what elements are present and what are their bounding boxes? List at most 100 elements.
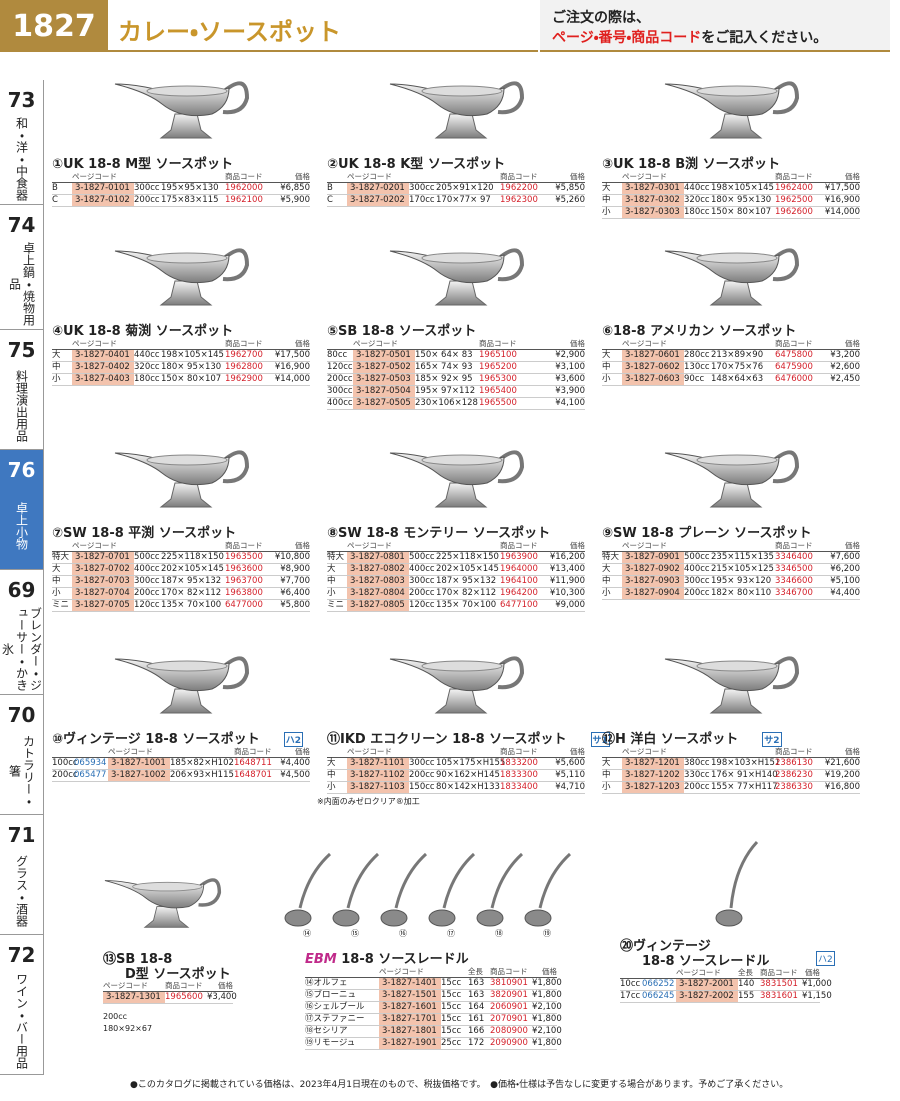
cell-page-code: 3-1827-1201: [622, 758, 684, 769]
tab-label: 料理演出用品: [14, 370, 29, 442]
table-header: ページコード 商品コード 価格: [327, 540, 585, 552]
header-spacer: [684, 171, 711, 182]
cell-price: ¥11,900: [549, 576, 585, 586]
cell-page-code: 3-1827-0504: [353, 386, 415, 397]
foot: [709, 688, 763, 714]
price-table: ページコード 商品コード 価格 B 3-1827-0201 300cc 205×91×120…: [327, 171, 585, 207]
cell-label: ⑯シェルブール: [305, 1002, 365, 1012]
foot: [143, 906, 190, 928]
table-row: 小 3-1827-0804 200cc 170× 82×112 1964200 ¥10,3…: [327, 588, 585, 600]
cell-price: ¥1,150: [802, 991, 832, 1001]
column-header: 価格: [805, 968, 820, 977]
product-image: [114, 656, 250, 714]
cell-label: 300cc: [327, 386, 353, 396]
column-header: 商品コード: [234, 747, 272, 756]
column-header: 価格: [295, 172, 310, 181]
cell-size: 148×64×63: [711, 374, 764, 384]
cell-page-code: 3-1827-1401: [379, 978, 441, 989]
cell-capacity: 15cc: [441, 1026, 462, 1036]
foot: [434, 688, 488, 714]
cell-page-code: 3-1827-0302: [622, 195, 684, 206]
cell-label: 大: [52, 564, 61, 574]
cell-page-code: 3-1827-1901: [379, 1038, 441, 1049]
page-title: カレー・ソースポット: [118, 18, 341, 46]
cell-label: B: [327, 183, 333, 193]
ladle-image: [428, 852, 476, 927]
cell-label: 400cc: [327, 398, 353, 408]
column-header: 価格: [570, 339, 585, 348]
ladle-image: [284, 852, 332, 927]
cell-price: ¥8,900: [280, 564, 310, 574]
cell-item-no: 066252: [642, 979, 675, 989]
handle: [496, 81, 525, 115]
cell-code: 3831601: [760, 991, 798, 1001]
column-header: ページコード: [108, 747, 153, 756]
cell-length: 163: [468, 978, 485, 988]
header-spacer: [327, 540, 347, 551]
price-table: ページコード 商品コード 価格大 3-1827-0601 280cc 213×89×90 6…: [602, 338, 860, 386]
handle: [221, 450, 250, 484]
cell-capacity: 300cc: [409, 576, 435, 586]
cell-code: 6477100: [500, 600, 538, 610]
cell-price: ¥3,600: [555, 374, 585, 384]
cell-code: 6475900: [775, 362, 813, 372]
product-note: ※内面のみゼロクリア®加工: [317, 797, 420, 806]
cell-price: ¥1,000: [802, 979, 832, 989]
cell-capacity: 120cc: [409, 600, 435, 610]
cell-code: 3346600: [775, 576, 813, 586]
cell-price: ¥5,850: [555, 183, 585, 193]
product-image: [114, 81, 250, 139]
cell-code: 6477000: [225, 600, 263, 610]
product-image: [664, 450, 800, 508]
cell-page-code: 3-1827-0602: [622, 362, 684, 373]
cell-price: ¥2,100: [532, 1002, 562, 1012]
cell-price: ¥14,000: [274, 374, 310, 384]
cell-page-code: 3-1827-1001: [108, 758, 170, 769]
cell-size: 206×93×H115: [170, 770, 234, 780]
cell-label: 中: [602, 770, 611, 780]
tab-number: 76: [7, 458, 36, 482]
bowl: [715, 909, 743, 927]
cell-capacity: 25cc: [441, 1038, 462, 1048]
cell-code: 1965200: [479, 362, 517, 372]
tab-label: 和・洋・中食器: [14, 116, 29, 201]
title-text: ⑨SW 18-8 プレーン ソースポット: [602, 526, 812, 541]
cell-size: 170×77× 97: [436, 195, 491, 205]
table-row: 大 3-1827-1201 380cc 198×103×H151 2386130 ¥21,…: [602, 758, 860, 770]
table-row: 17cc 066245 3-1827-2002 155 3831601 ¥1,150: [620, 991, 832, 1003]
side-tab: 70 カトラリー・箸: [0, 695, 44, 815]
price-table: ページコード 商品コード 価格大 3-1827-1201 380cc 198×103×H1…: [602, 746, 860, 794]
header-spacer: [305, 966, 379, 977]
cell-page-code: 3-1827-0801: [347, 552, 409, 563]
column-header: ページコード: [622, 747, 667, 756]
cell-label: 小: [327, 782, 336, 792]
handle: [771, 81, 800, 115]
column-header: ページコード: [622, 339, 667, 348]
foot: [709, 482, 763, 508]
cell-capacity: 400cc: [684, 564, 710, 574]
cell-page-code: 3-1827-0603: [622, 374, 684, 385]
cell-price: ¥4,500: [280, 770, 310, 780]
notice-line: ページ・番号・商品コードをご記入ください。: [552, 28, 890, 48]
header-spacer: [134, 171, 161, 182]
cell-code: 1964200: [500, 588, 538, 598]
table-header: ページコード 商品コード 価格: [602, 746, 860, 758]
column-header: 価格: [295, 541, 310, 550]
header-spacer: [327, 338, 353, 349]
cell-code: 2386130: [775, 758, 813, 768]
cell-page-code: 3-1827-0102: [72, 195, 134, 206]
ladle-image: [332, 852, 380, 927]
handle: [221, 248, 250, 282]
cell-label: 大: [602, 564, 611, 574]
handle: [496, 656, 525, 690]
price-table: ページコード 商品コード 価格 100cc 065934 3-1827-1001 185×8…: [52, 746, 310, 782]
table-header: ページコード 商品コード 価格: [602, 338, 860, 350]
cell-label: 中: [327, 770, 336, 780]
ladle-marker: ⑲: [543, 929, 551, 938]
ladle-marker: ⑰: [447, 929, 455, 938]
tab-number: 75: [7, 338, 36, 362]
cell-size: 195× 97×112: [415, 386, 476, 396]
table-row: 小 3-1827-0603 90cc 148×64×63 6476000 ¥2,450: [602, 374, 860, 386]
table-row: 小 3-1827-0403 180cc 150× 80×107 1962900 ¥14,0…: [52, 374, 310, 386]
cell-size: 135× 70×100: [436, 600, 497, 610]
